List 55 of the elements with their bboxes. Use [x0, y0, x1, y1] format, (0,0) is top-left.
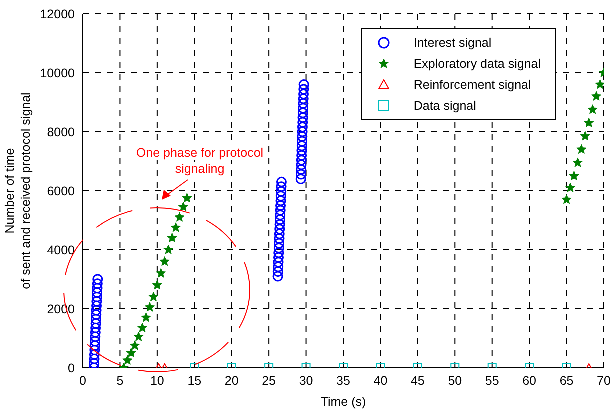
point — [562, 194, 572, 204]
point — [164, 244, 174, 254]
point — [569, 171, 580, 181]
x-tick-label: 0 — [80, 374, 87, 388]
point — [144, 302, 155, 312]
point — [576, 144, 587, 154]
point — [592, 91, 602, 101]
annotation: One phase for protocol signaling — [136, 146, 264, 176]
x-tick-label: 5 — [116, 374, 124, 388]
y-axis-title: Number of time of sent and received protocol signal — [3, 92, 33, 290]
point — [122, 355, 133, 365]
point — [588, 104, 598, 114]
point — [152, 280, 162, 290]
point — [178, 202, 188, 212]
legend-label: Reinforcement signal — [414, 78, 532, 92]
point — [174, 212, 185, 222]
point — [566, 182, 576, 192]
y-tick-label: 0 — [68, 361, 76, 376]
y-tick-label: 10000 — [40, 66, 76, 80]
point — [572, 158, 583, 168]
point — [134, 332, 144, 342]
point — [160, 256, 170, 266]
x-tick-label: 20 — [224, 374, 239, 388]
point — [156, 268, 166, 278]
x-tick-label: 65 — [560, 374, 574, 388]
point — [580, 131, 590, 141]
point — [182, 193, 192, 203]
x-tick-label: 50 — [448, 374, 462, 388]
point — [167, 232, 178, 242]
point — [138, 322, 148, 332]
legend-label: Exploratory data signal — [414, 56, 541, 70]
x-tick-label: 70 — [597, 374, 611, 388]
y-tick-label: 4000 — [47, 243, 76, 258]
point — [595, 80, 604, 90]
point — [141, 312, 152, 322]
x-tick-label: 25 — [262, 374, 276, 388]
x-tick-label: 40 — [374, 374, 388, 388]
point — [171, 222, 182, 232]
x-axis-title: Time (s) — [320, 395, 366, 409]
y-tick-label: 6000 — [47, 184, 76, 198]
x-tick-label: 15 — [188, 374, 202, 388]
x-tick-label: 10 — [150, 374, 164, 388]
x-tick-label: 30 — [299, 374, 314, 388]
x-tick-label: 60 — [522, 374, 537, 388]
legend-label: Data signal — [414, 98, 476, 112]
x-tick-label: 55 — [485, 374, 500, 388]
point — [148, 292, 159, 302]
x-tick-label: 35 — [336, 374, 350, 388]
y-tick-label: 12000 — [40, 7, 76, 22]
point — [584, 118, 594, 128]
x-tick-label: 45 — [410, 374, 425, 388]
y-tick-label: 8000 — [47, 125, 76, 140]
point — [126, 348, 136, 358]
point — [130, 340, 140, 350]
legend-label: Interest signal — [414, 36, 492, 50]
